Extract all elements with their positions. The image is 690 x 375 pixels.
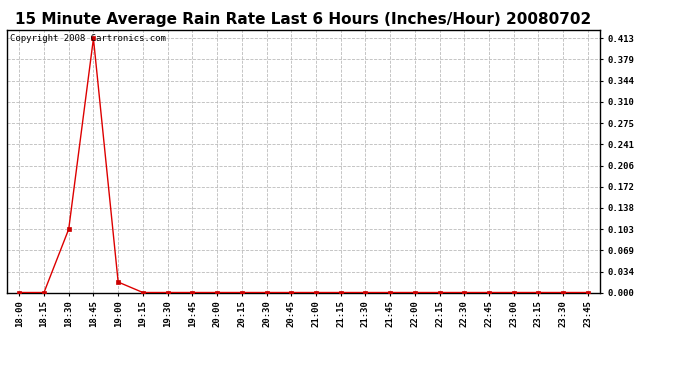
Text: Copyright 2008 Cartronics.com: Copyright 2008 Cartronics.com: [10, 34, 166, 43]
Title: 15 Minute Average Rain Rate Last 6 Hours (Inches/Hour) 20080702: 15 Minute Average Rain Rate Last 6 Hours…: [15, 12, 592, 27]
